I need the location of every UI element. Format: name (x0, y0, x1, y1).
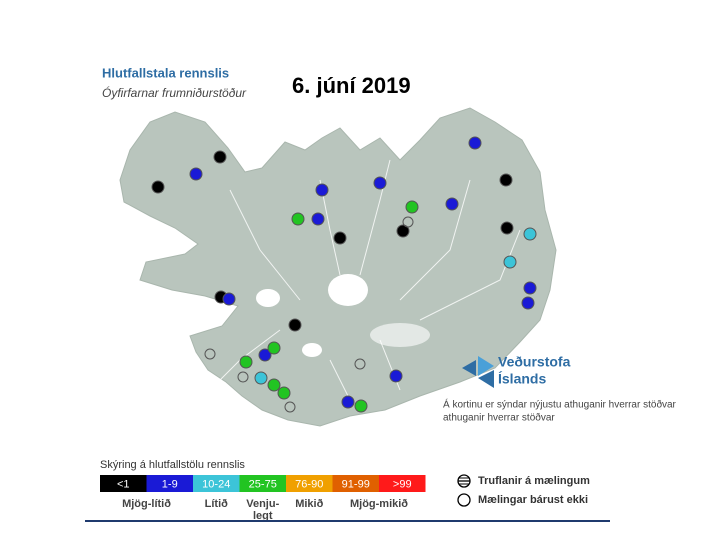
legend-category: Venju- (246, 498, 279, 510)
logo-icon (462, 356, 494, 388)
legend-swatch (379, 475, 426, 492)
legend-swatch (146, 475, 193, 492)
legend-bin-label: 76-90 (295, 478, 323, 490)
legend-swatch (332, 475, 379, 492)
symbol-label: Truflanir á mælingum (478, 475, 590, 487)
bottom-rule (85, 520, 610, 522)
legend-bin-label: 25-75 (249, 478, 277, 490)
note: athuganir hverrar stöðvar (443, 412, 555, 424)
legend-swatch (286, 475, 333, 492)
date: 6. júní 2019 (292, 73, 411, 98)
legend-bin-label: <1 (117, 478, 130, 490)
legend-category: legt (253, 510, 273, 522)
note: Á kortinu er sýndar nýjustu athuganir hv… (443, 398, 677, 411)
legend-category: Lítið (205, 498, 228, 510)
missing-symbol (457, 493, 471, 507)
logo-text: Íslands (498, 371, 546, 387)
legend-category: Mjög-lítið (122, 498, 171, 510)
legend-bin-label: 91-99 (342, 478, 370, 490)
legend-category: Mjög-mikið (350, 498, 408, 510)
legend: <1 1-9 10-24 25-75 76-90 91-99 >99 Mjög-lítið Lí… (100, 475, 426, 522)
legend-bin-label: 10-24 (202, 478, 230, 490)
subtitle: Óyfirfarnar frumniðurstöður (102, 85, 247, 100)
stations (151, 136, 537, 413)
legend-swatch (100, 475, 147, 492)
title: Hlutfallstala rennslis (102, 65, 229, 80)
legend-swatch (193, 475, 240, 492)
glaciers (256, 274, 430, 357)
legend-title: Skýring á hlutfallstölu rennslis (100, 459, 245, 471)
legend-swatch (239, 475, 286, 492)
legend-category: Mikið (295, 498, 323, 510)
legend-bin-label: 1-9 (162, 478, 178, 490)
logo-text: Veðurstofa (498, 354, 571, 370)
legend-bin-label: >99 (393, 478, 412, 490)
symbol-label: Mælingar bárust ekki (478, 494, 588, 506)
